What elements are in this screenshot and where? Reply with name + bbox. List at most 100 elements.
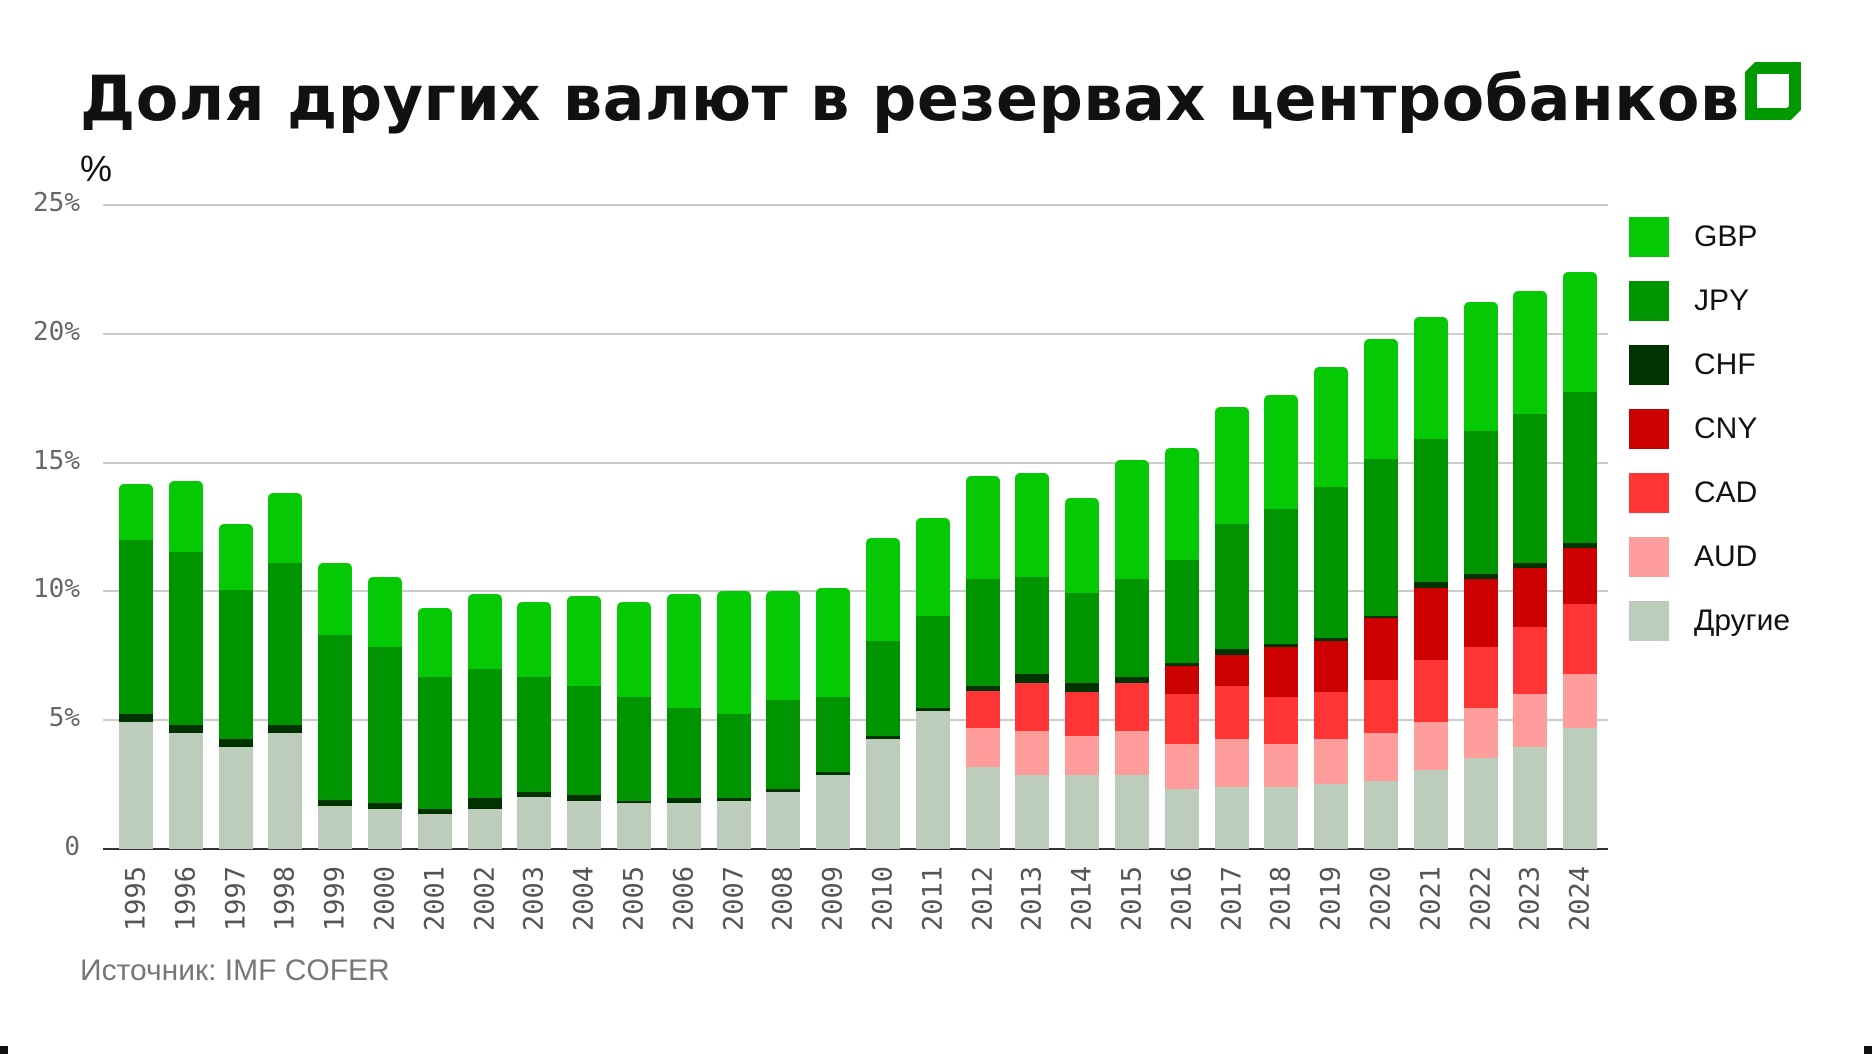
legend-item-AUD[interactable]: AUD [1629,525,1790,589]
bar-segment-AUD [1015,730,1050,776]
bar-segment-GBP [1364,339,1398,460]
bar-segment-JPY [168,551,203,725]
legend-swatch-icon [1629,281,1669,321]
bar-segment-JPY [517,677,552,793]
bar-segment-Другие [218,747,253,849]
bar-segment-CHF [1413,582,1448,588]
legend-label: CHF [1694,348,1756,381]
bar-segment-JPY [1065,593,1100,683]
bar-2011[interactable] [915,517,950,849]
bar-segment-Другие [268,733,303,849]
bar-segment-CHF [1214,649,1249,655]
bar-segment-GBP [1164,448,1199,560]
bar-2019[interactable] [1314,367,1349,849]
x-tick-label: 2024 [1564,866,1596,932]
bar-2024[interactable] [1563,271,1598,849]
bar-2008[interactable] [766,590,801,849]
bar-2005[interactable] [617,602,651,849]
bar-2012[interactable] [965,476,1000,849]
bar-segment-AUD [1314,738,1349,784]
bar-2013[interactable] [1015,472,1050,849]
bar-2020[interactable] [1364,339,1398,849]
bar-1996[interactable] [168,481,203,849]
bar-2004[interactable] [567,596,602,849]
y-tick-label: 5% [48,703,80,734]
bar-2014[interactable] [1065,498,1100,849]
legend-swatch-icon [1629,217,1669,257]
bar-2023[interactable] [1513,291,1548,849]
bar-2003[interactable] [517,602,552,849]
bar-2015[interactable] [1115,459,1149,849]
bar-segment-Другие [1413,769,1448,849]
legend-item-JPY[interactable]: JPY [1629,269,1790,333]
chart-legend: GBP JPY CHF CNY CAD AUD Другие [1629,205,1790,653]
bar-2022[interactable] [1463,302,1498,849]
gridline [103,461,1608,464]
bar-2000[interactable] [368,577,402,849]
legend-swatch-icon [1629,473,1669,513]
legend-swatch-icon [1629,601,1669,641]
bar-segment-GBP [1463,302,1498,432]
legend-item-CAD[interactable]: CAD [1629,461,1790,525]
bar-segment-CAD [965,691,1000,728]
bar-2010[interactable] [866,537,900,849]
bar-1995[interactable] [119,484,153,849]
legend-item-CHF[interactable]: CHF [1629,333,1790,397]
bar-segment-JPY [318,634,353,801]
bar-2017[interactable] [1214,406,1249,849]
bar-segment-CAD [1513,626,1548,695]
bar-segment-CHF [218,738,253,748]
bar-segment-CAD [1364,680,1398,734]
bar-2006[interactable] [666,593,701,849]
bar-segment-JPY [617,696,651,801]
bar-segment-CNY [1214,654,1249,686]
legend-item-CNY[interactable]: CNY [1629,397,1790,461]
bar-2018[interactable] [1264,395,1299,849]
bar-2016[interactable] [1164,448,1199,849]
legend-item-Другие[interactable]: Другие [1629,589,1790,653]
bar-1998[interactable] [268,492,303,849]
chart-title: Доля других валют в резервах центробанко… [80,62,1740,135]
bar-1997[interactable] [218,523,253,849]
bar-segment-Другие [965,766,1000,849]
bar-segment-AUD [1065,736,1100,776]
bar-segment-CAD [1413,660,1448,723]
bar-segment-Другие [467,808,502,849]
bar-segment-CHF [567,795,602,801]
bar-segment-CNY [1413,587,1448,661]
bar-segment-CHF [617,800,651,804]
gridline [103,590,1608,593]
y-tick-label: 25% [33,188,80,218]
bar-segment-Другие [168,733,203,849]
bar-1999[interactable] [318,562,353,849]
bar-segment-Другие [1513,747,1548,849]
bar-segment-GBP [417,607,452,678]
bar-segment-CHF [1115,677,1149,683]
bar-segment-CNY [1513,567,1548,627]
bar-segment-CNY [1164,665,1199,695]
bar-2002[interactable] [467,593,502,849]
bar-segment-GBP [517,602,552,678]
bar-segment-Другие [1115,775,1149,849]
bar-segment-CHF [119,713,153,723]
bar-segment-Другие [368,808,402,849]
bar-2021[interactable] [1413,316,1448,849]
bar-segment-GBP [666,593,701,709]
bar-segment-AUD [1115,730,1149,776]
legend-item-GBP[interactable]: GBP [1629,205,1790,269]
bar-2009[interactable] [816,587,851,849]
bar-segment-Другие [666,803,701,849]
bar-segment-CHF [816,772,851,776]
bar-segment-JPY [866,640,900,736]
bar-segment-CAD [1314,691,1349,739]
bar-segment-CHF [467,797,502,809]
bar-segment-JPY [567,685,602,796]
bar-segment-CNY [1463,579,1498,647]
bar-2007[interactable] [716,590,751,849]
legend-swatch-icon [1629,345,1669,385]
legend-swatch-icon [1629,409,1669,449]
bar-2001[interactable] [417,607,452,849]
bar-segment-GBP [1065,498,1100,594]
bar-segment-Другие [866,738,900,849]
bar-segment-JPY [1463,431,1498,574]
